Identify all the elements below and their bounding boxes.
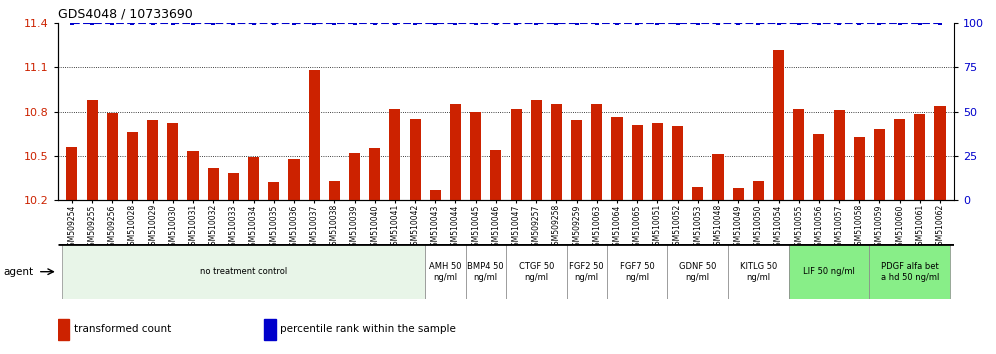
Bar bbox=[592, 104, 603, 200]
Bar bbox=[672, 126, 683, 200]
Bar bbox=[914, 114, 925, 200]
Bar bbox=[429, 190, 441, 200]
Bar bbox=[147, 120, 158, 200]
Bar bbox=[126, 132, 138, 200]
Bar bbox=[349, 153, 361, 200]
Bar bbox=[789, 244, 870, 299]
Bar bbox=[389, 109, 400, 200]
Bar bbox=[894, 119, 905, 200]
Bar bbox=[87, 100, 98, 200]
Text: PDGF alfa bet
a hd 50 ng/ml: PDGF alfa bet a hd 50 ng/ml bbox=[880, 262, 939, 282]
Bar bbox=[692, 187, 703, 200]
Bar bbox=[67, 147, 78, 200]
Bar bbox=[612, 118, 622, 200]
Text: GDNF 50
ng/ml: GDNF 50 ng/ml bbox=[679, 262, 716, 282]
Bar bbox=[208, 167, 219, 200]
Bar bbox=[370, 148, 380, 200]
Text: agent: agent bbox=[3, 267, 33, 277]
Text: GDS4048 / 10733690: GDS4048 / 10733690 bbox=[58, 7, 192, 21]
Bar bbox=[58, 319, 70, 340]
Text: FGF2 50
ng/ml: FGF2 50 ng/ml bbox=[570, 262, 604, 282]
Text: AMH 50
ng/ml: AMH 50 ng/ml bbox=[429, 262, 462, 282]
Bar bbox=[465, 244, 506, 299]
Text: KITLG 50
ng/ml: KITLG 50 ng/ml bbox=[740, 262, 777, 282]
Bar bbox=[506, 244, 567, 299]
Bar bbox=[793, 109, 804, 200]
Bar bbox=[511, 109, 522, 200]
Bar bbox=[814, 133, 825, 200]
Bar bbox=[167, 123, 178, 200]
Bar bbox=[567, 244, 607, 299]
Bar bbox=[854, 137, 865, 200]
Text: percentile rank within the sample: percentile rank within the sample bbox=[280, 324, 456, 334]
Bar bbox=[289, 159, 300, 200]
Bar bbox=[607, 244, 667, 299]
Text: CTGF 50
ng/ml: CTGF 50 ng/ml bbox=[519, 262, 554, 282]
Bar bbox=[309, 70, 320, 200]
Bar bbox=[107, 113, 118, 200]
Bar bbox=[409, 119, 420, 200]
Bar bbox=[667, 244, 728, 299]
Bar bbox=[228, 173, 239, 200]
Bar bbox=[631, 125, 642, 200]
Bar bbox=[531, 100, 542, 200]
Bar bbox=[248, 157, 259, 200]
Bar bbox=[873, 129, 885, 200]
Bar bbox=[551, 104, 562, 200]
Text: no treatment control: no treatment control bbox=[200, 267, 287, 276]
Bar bbox=[834, 110, 845, 200]
Bar bbox=[571, 120, 583, 200]
Bar bbox=[450, 104, 461, 200]
Text: transformed count: transformed count bbox=[74, 324, 171, 334]
Bar bbox=[651, 123, 663, 200]
Bar bbox=[712, 154, 723, 200]
Bar bbox=[753, 181, 764, 200]
Bar bbox=[329, 181, 340, 200]
Bar bbox=[425, 244, 465, 299]
Bar bbox=[773, 50, 784, 200]
Bar bbox=[870, 244, 950, 299]
Bar bbox=[728, 244, 789, 299]
Bar bbox=[268, 182, 279, 200]
Bar bbox=[264, 319, 276, 340]
Bar bbox=[470, 112, 481, 200]
Text: LIF 50 ng/ml: LIF 50 ng/ml bbox=[803, 267, 855, 276]
Bar bbox=[490, 150, 501, 200]
Text: BMP4 50
ng/ml: BMP4 50 ng/ml bbox=[467, 262, 504, 282]
Bar bbox=[62, 244, 425, 299]
Bar bbox=[733, 188, 744, 200]
Bar bbox=[187, 152, 198, 200]
Text: FGF7 50
ng/ml: FGF7 50 ng/ml bbox=[620, 262, 654, 282]
Bar bbox=[934, 105, 945, 200]
